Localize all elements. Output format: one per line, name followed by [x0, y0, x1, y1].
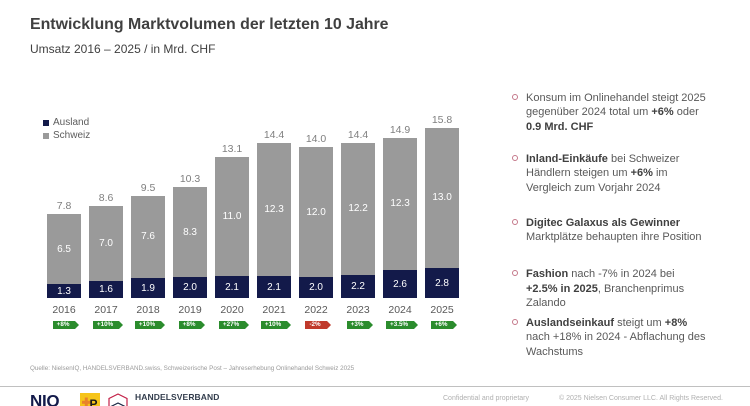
svg-text:P: P	[90, 397, 98, 406]
svg-text:NIQ: NIQ	[30, 392, 59, 406]
